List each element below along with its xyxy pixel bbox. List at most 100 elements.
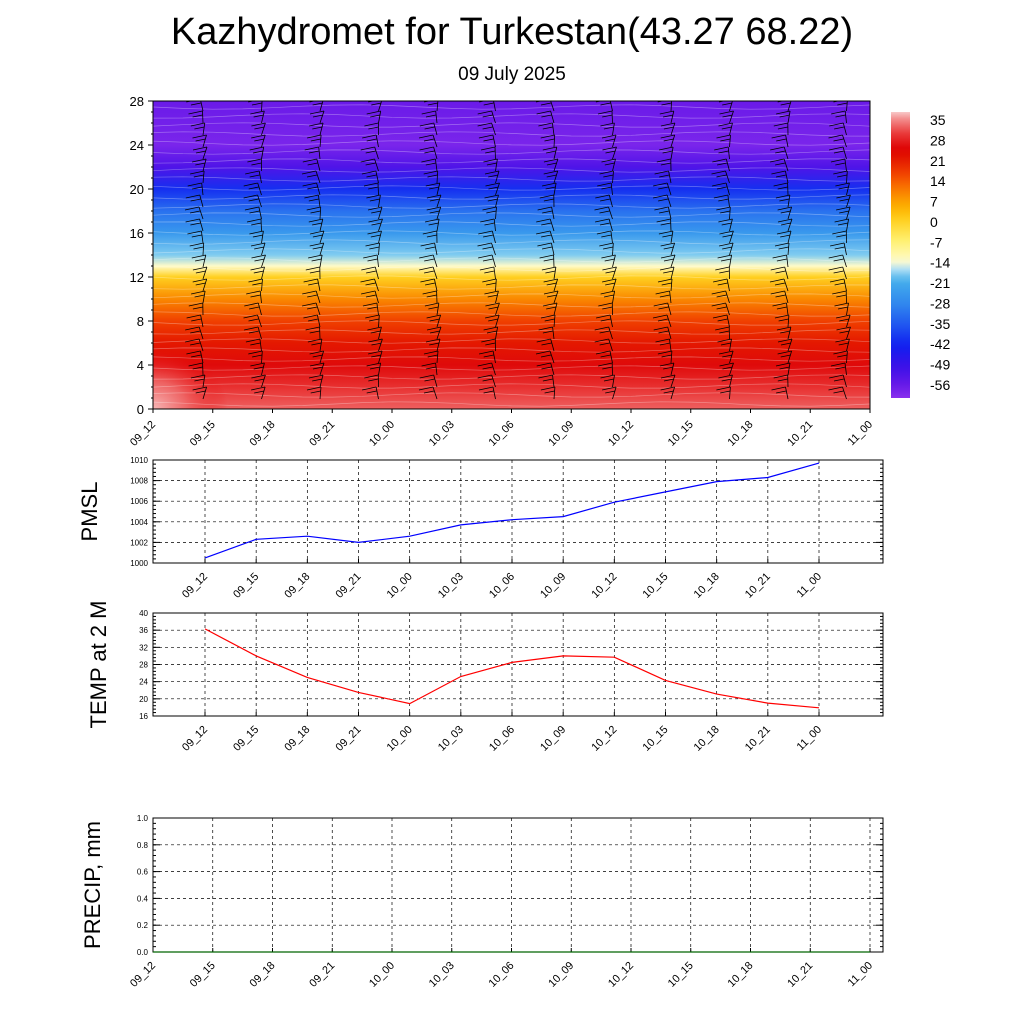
wind-barb-feather [308,198,319,202]
series-line [204,628,820,709]
wind-barb-shaft [608,338,613,352]
wind-barb-feather [771,170,786,175]
wind-barb-feather [422,290,437,295]
wind-barb-feather [306,206,321,211]
y-tick-label: 0.8 [137,841,149,850]
wind-barb-feather [366,110,381,115]
wind-barb-shaft [493,101,496,112]
colorbar-label: 0 [930,214,938,230]
wind-barb-feather [602,306,613,310]
wind-barb-feather [598,302,613,307]
wind-barb-shaft [316,182,321,196]
wind-barb-shaft [491,122,496,136]
wind-barb-feather [720,258,732,262]
wind-barb-shaft [612,290,615,304]
wind-barb-feather [830,362,846,367]
wind-barb-shaft [612,146,617,160]
wind-barb-feather [834,282,845,286]
wind-barb-feather [369,198,380,202]
wind-barb-feather [829,122,844,127]
wind-barb-feather [478,254,493,259]
wind-barb-shaft [377,182,379,196]
wind-barb-feather [536,110,551,115]
wind-barb-feather [483,138,494,142]
wind-barb-feather [546,282,557,286]
wind-barb-feather [191,234,202,238]
wind-barb-feather [424,150,435,154]
wind-barb-feather [603,378,615,382]
wind-barb-feather [835,338,850,343]
wind-barb-shaft [199,218,204,232]
wind-barb-feather [425,366,436,370]
wind-barb-feather [251,122,266,127]
wind-barb-feather [834,218,849,223]
wind-barb-feather [720,210,731,214]
wind-barb-feather [185,338,200,343]
contour-line [153,158,870,164]
wind-barb-feather [192,146,208,151]
wind-barb-shaft [202,266,208,280]
wind-barb-feather [305,266,320,271]
wind-barb-feather [427,102,438,106]
wind-barb-feather [719,230,734,235]
wind-barb-shaft [786,302,789,316]
wind-barb-feather [250,242,266,247]
wind-barb-shaft [729,362,734,376]
colorbar-label: -42 [930,336,950,352]
wind-barb-feather [597,182,612,187]
wind-barb-feather [542,210,553,214]
wind-barb-feather [426,234,437,238]
wind-barb-shaft [553,278,558,292]
wind-barb-feather [541,366,552,370]
wind-barb-feather [542,302,558,307]
wind-barb-shaft [378,362,381,376]
wind-barb-shaft [551,206,555,220]
wind-barb-feather [251,222,262,226]
wind-barb-shaft [436,101,439,112]
wind-barb-feather [660,122,675,127]
wind-barb-feather [717,254,732,259]
wind-barb-shaft [261,242,266,256]
wind-barb-shaft [374,290,379,304]
wind-barb-shaft [843,242,847,256]
wind-barb-feather [778,318,789,322]
wind-barb-feather [485,342,496,346]
wind-barb-feather [309,350,324,355]
wind-barb-shaft [261,278,263,292]
wind-barb-feather [479,350,494,355]
wind-barb-shaft [846,302,849,316]
wind-barb-feather [602,114,613,118]
wind-barb-feather [658,198,669,202]
wind-barb-shaft [495,302,500,316]
contour-line [153,275,870,281]
wind-barb-shaft [493,266,496,280]
wind-barb-shaft [784,290,789,304]
wind-barb-feather [190,122,205,127]
panel-frame [152,459,884,564]
wind-barb-shaft [729,350,734,364]
wind-barb-feather [538,326,553,331]
wind-barb-feather [251,134,266,139]
wind-barb-feather [308,218,323,223]
x-tick-label: 10_18 [692,571,722,601]
wind-barb-feather [655,290,670,295]
wind-barb-feather [659,294,670,298]
wind-barb-feather [599,342,610,346]
wind-barb-feather [661,102,672,106]
colorbar-label: -49 [930,357,950,373]
contour-line [153,311,870,317]
wind-barb-feather [194,378,205,382]
y-axis-label: PMSL [77,482,102,542]
wind-barb-shaft [669,290,672,304]
wind-barb-feather [715,266,730,271]
wind-barb-feather [838,186,849,190]
wind-barb-feather [477,362,492,367]
wind-barb-feather [777,186,788,190]
chart-title: Kazhydromet for Turkestan(43.27 68.22) [170,11,854,53]
wind-barb-feather [185,194,200,199]
wind-barb-feather [484,222,495,226]
wind-barb-feather [360,158,375,163]
warm-surface-spot [153,347,228,409]
wind-barb-feather [543,290,559,295]
contour-line [153,374,870,380]
